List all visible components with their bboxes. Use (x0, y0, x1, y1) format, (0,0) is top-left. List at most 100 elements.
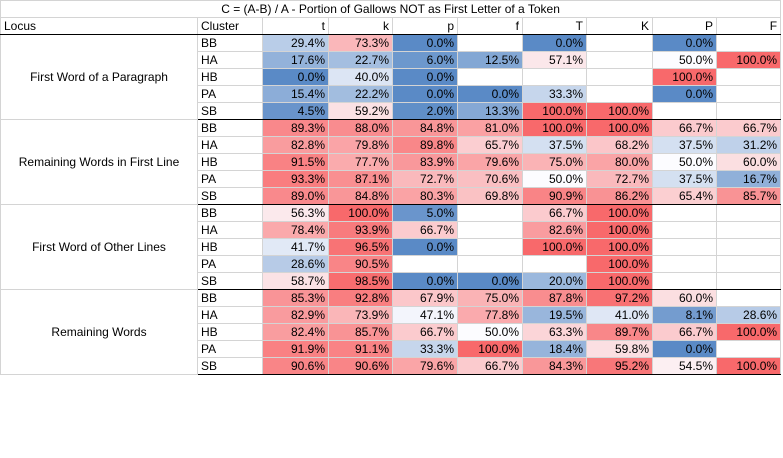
value-cell (652, 221, 717, 239)
value-cell: 100.0% (715, 51, 782, 69)
column-header: p (392, 17, 458, 35)
cluster-label: HA (197, 51, 263, 69)
value-cell: 90.9% (522, 187, 587, 205)
value-cell: 50.0% (652, 51, 717, 69)
value-cell: 6.0% (392, 51, 458, 69)
value-cell: 0.0% (392, 34, 458, 52)
value-cell: 63.3% (522, 323, 587, 341)
cluster-label: BB (197, 34, 263, 52)
value-cell: 100.0% (586, 238, 653, 256)
value-cell: 73.9% (328, 306, 393, 324)
value-cell: 4.5% (262, 102, 329, 120)
value-cell: 50.0% (457, 323, 523, 341)
value-cell: 56.3% (262, 204, 329, 222)
value-cell: 91.5% (262, 153, 329, 171)
value-cell: 100.0% (652, 68, 717, 86)
table-row: SB 90.6% 90.6% 79.6% 66.7% 84.3% 95.2% 54.5% 100… (1, 357, 782, 375)
value-cell: 79.8% (328, 136, 393, 154)
value-cell: 0.0% (392, 85, 458, 103)
table-row: HA 82.9% 73.9% 47.1% 77.8% 19.5% 41.0% 8.1% 28.6… (1, 306, 782, 324)
gallows-table: C = (A-B) / A - Portion of Gallows NOT a… (0, 0, 782, 375)
value-cell (586, 85, 653, 103)
locus-header: Locus (0, 17, 198, 35)
value-cell: 84.3% (522, 357, 587, 375)
table-row: HB 41.7% 96.5% 0.0% 100.0% 100.0% (1, 238, 782, 256)
value-cell (715, 272, 782, 290)
value-cell (715, 221, 782, 239)
value-cell: 60.0% (715, 153, 782, 171)
value-cell: 100.0% (715, 357, 782, 375)
cluster-label: HB (197, 238, 263, 256)
value-cell: 12.5% (457, 51, 523, 69)
value-cell: 50.0% (522, 170, 587, 188)
value-cell: 65.7% (457, 136, 523, 154)
value-cell: 100.0% (457, 340, 523, 358)
value-cell: 90.5% (328, 255, 393, 273)
value-cell (457, 68, 523, 86)
value-cell: 80.3% (392, 187, 458, 205)
value-cell: 22.2% (328, 85, 393, 103)
value-cell: 33.3% (522, 85, 587, 103)
cluster-label: HB (197, 153, 263, 171)
value-cell: 20.0% (522, 272, 587, 290)
value-cell: 33.3% (392, 340, 458, 358)
value-cell: 47.1% (392, 306, 458, 324)
value-cell: 82.6% (522, 221, 587, 239)
value-cell: 16.7% (715, 170, 782, 188)
cluster-header: Cluster (197, 17, 263, 35)
value-cell (586, 68, 653, 86)
value-cell: 82.8% (262, 136, 329, 154)
cluster-label: PA (197, 85, 263, 103)
value-cell: 89.8% (392, 136, 458, 154)
value-cell: 60.0% (652, 289, 717, 307)
value-cell: 85.3% (262, 289, 329, 307)
value-cell: 85.7% (715, 187, 782, 205)
table-row: SB 58.7% 98.5% 0.0% 0.0% 20.0% 100.0% (1, 272, 782, 290)
value-cell: 40.0% (328, 68, 393, 86)
value-cell: 82.9% (262, 306, 329, 324)
value-cell (715, 102, 782, 120)
value-cell: 0.0% (392, 68, 458, 86)
value-cell (715, 204, 782, 222)
value-cell: 85.7% (328, 323, 393, 341)
value-cell (457, 204, 523, 222)
cluster-label: HA (197, 136, 263, 154)
value-cell: 75.0% (457, 289, 523, 307)
value-cell: 0.0% (262, 68, 329, 86)
value-cell: 13.3% (457, 102, 523, 120)
value-cell: 81.0% (457, 119, 523, 137)
value-cell: 100.0% (586, 119, 653, 137)
column-header: P (652, 17, 717, 35)
value-cell: 41.7% (262, 238, 329, 256)
value-cell: 41.0% (586, 306, 653, 324)
value-cell: 22.7% (328, 51, 393, 69)
cluster-label: HA (197, 306, 263, 324)
column-header: t (262, 17, 329, 35)
value-cell: 66.7% (652, 323, 717, 341)
value-cell: 19.5% (522, 306, 587, 324)
value-cell: 100.0% (586, 204, 653, 222)
value-cell: 8.1% (652, 306, 717, 324)
cluster-label: BB (197, 204, 263, 222)
value-cell (457, 238, 523, 256)
value-cell (392, 255, 458, 273)
value-cell: 84.8% (328, 187, 393, 205)
value-cell: 91.9% (262, 340, 329, 358)
value-cell: 100.0% (328, 204, 393, 222)
value-cell: 0.0% (522, 34, 587, 52)
cluster-label: PA (197, 170, 263, 188)
value-cell (715, 340, 782, 358)
table-row: HA 78.4% 93.9% 66.7% 82.6% 100.0% (1, 221, 782, 239)
value-cell: 0.0% (392, 272, 458, 290)
table-row: HA 82.8% 79.8% 89.8% 65.7% 37.5% 68.2% 37.5% 31.… (1, 136, 782, 154)
cluster-label: PA (197, 340, 263, 358)
value-cell (715, 255, 782, 273)
value-cell: 79.6% (392, 357, 458, 375)
value-cell: 66.7% (457, 357, 523, 375)
cluster-label: SB (197, 187, 263, 205)
value-cell: 0.0% (457, 85, 523, 103)
value-cell (586, 34, 653, 52)
cluster-label: HB (197, 68, 263, 86)
value-cell: 91.1% (328, 340, 393, 358)
